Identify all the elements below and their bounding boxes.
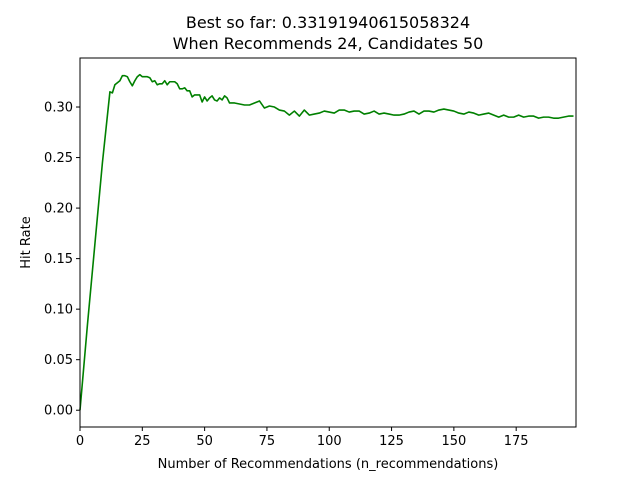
y-tick-label: 0.30 <box>44 101 73 116</box>
x-tick-label: 150 <box>441 434 466 449</box>
x-tick-label: 0 <box>76 434 84 449</box>
chart-title: Best so far: 0.33191940615058324 <box>186 13 470 32</box>
x-tick-label: 175 <box>504 434 529 449</box>
x-axis-ticks: 0 25 50 75 100 125 150 175 <box>76 427 529 449</box>
plot-area <box>80 58 576 427</box>
y-tick-label: 0.25 <box>44 151 73 166</box>
y-axis-label: Hit Rate <box>19 216 34 268</box>
chart-subtitle: When Recommends 24, Candidates 50 <box>173 34 484 53</box>
y-axis-ticks: 0.00 0.05 0.10 0.15 0.20 0.25 0.30 <box>44 101 80 419</box>
y-tick-label: 0.05 <box>44 353 73 368</box>
y-tick-label: 0.20 <box>44 202 73 217</box>
plot-frame <box>79 57 577 428</box>
y-tick-label: 0.00 <box>44 404 73 419</box>
series-layer <box>79 73 574 411</box>
x-tick-label: 75 <box>259 434 276 449</box>
y-tick-label: 0.10 <box>44 303 73 318</box>
x-tick-label: 25 <box>134 434 151 449</box>
x-axis-label: Number of Recommendations (n_recommendat… <box>158 457 499 472</box>
x-tick-label: 100 <box>317 434 342 449</box>
x-tick-label: 125 <box>379 434 404 449</box>
y-tick-label: 0.15 <box>44 252 73 267</box>
x-tick-label: 50 <box>196 434 213 449</box>
series-line-0 <box>79 73 574 411</box>
